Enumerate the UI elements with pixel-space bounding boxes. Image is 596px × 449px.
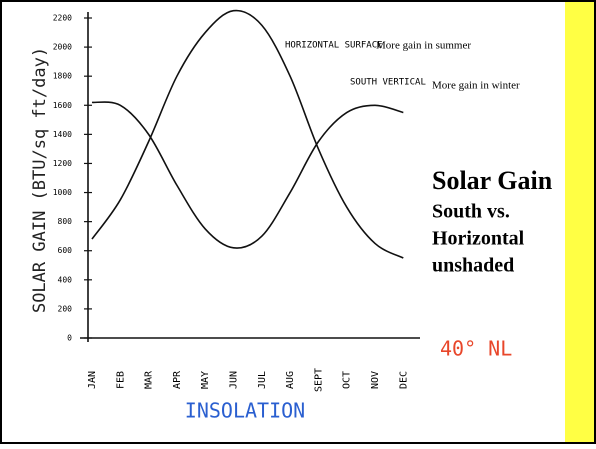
x-tick-label: DEC: [398, 371, 409, 389]
y-tick-label: 1400: [53, 130, 72, 139]
chart-title: Solar Gain: [432, 166, 553, 195]
y-tick-label: 1800: [53, 72, 72, 81]
y-tick-label: 800: [58, 217, 73, 226]
series-label: SOUTH VERTICAL: [350, 78, 426, 88]
y-tick-label: 400: [58, 275, 73, 284]
yellow-strip: [565, 2, 594, 442]
annotation: More gain in summer: [376, 40, 471, 52]
subtitle-line: Horizontal: [432, 228, 525, 250]
x-tick-label: NOV: [370, 371, 381, 389]
y-tick-label: 2000: [53, 43, 72, 52]
y-axis-label: SOLAR GAIN (BTU/sq ft/day): [30, 47, 50, 313]
x-tick-label: JAN: [87, 371, 98, 389]
subtitle-line: South vs.: [432, 201, 510, 223]
x-tick-label: OCT: [342, 371, 353, 389]
x-tick-label: MAR: [144, 370, 155, 389]
x-axis-label: INSOLATION: [185, 399, 305, 423]
series-line: [91, 9, 404, 259]
x-tick-label: MAY: [200, 371, 211, 389]
series-label: HORIZONTAL SURFACE: [285, 41, 383, 51]
latitude-note: 40° NL: [440, 337, 512, 361]
y-tick-label: 1600: [53, 101, 72, 110]
x-tick-label: AUG: [285, 371, 296, 389]
y-tick-label: 2200: [53, 14, 72, 23]
x-tick-label: JUN: [229, 371, 240, 389]
annotation: More gain in winter: [432, 80, 520, 92]
series-line: [91, 101, 404, 249]
x-tick-label: FEB: [115, 371, 126, 389]
x-tick-label: JUL: [257, 371, 268, 389]
x-tick-label: SEPT: [313, 368, 324, 392]
x-tick-label: APR: [172, 370, 183, 389]
y-tick-label: 600: [58, 246, 73, 255]
y-tick-label: 200: [58, 304, 73, 313]
subtitle-line: unshaded: [432, 255, 514, 277]
y-tick-label: 0: [67, 334, 72, 343]
y-tick-label: 1000: [53, 188, 72, 197]
y-tick-label: 1200: [53, 159, 72, 168]
